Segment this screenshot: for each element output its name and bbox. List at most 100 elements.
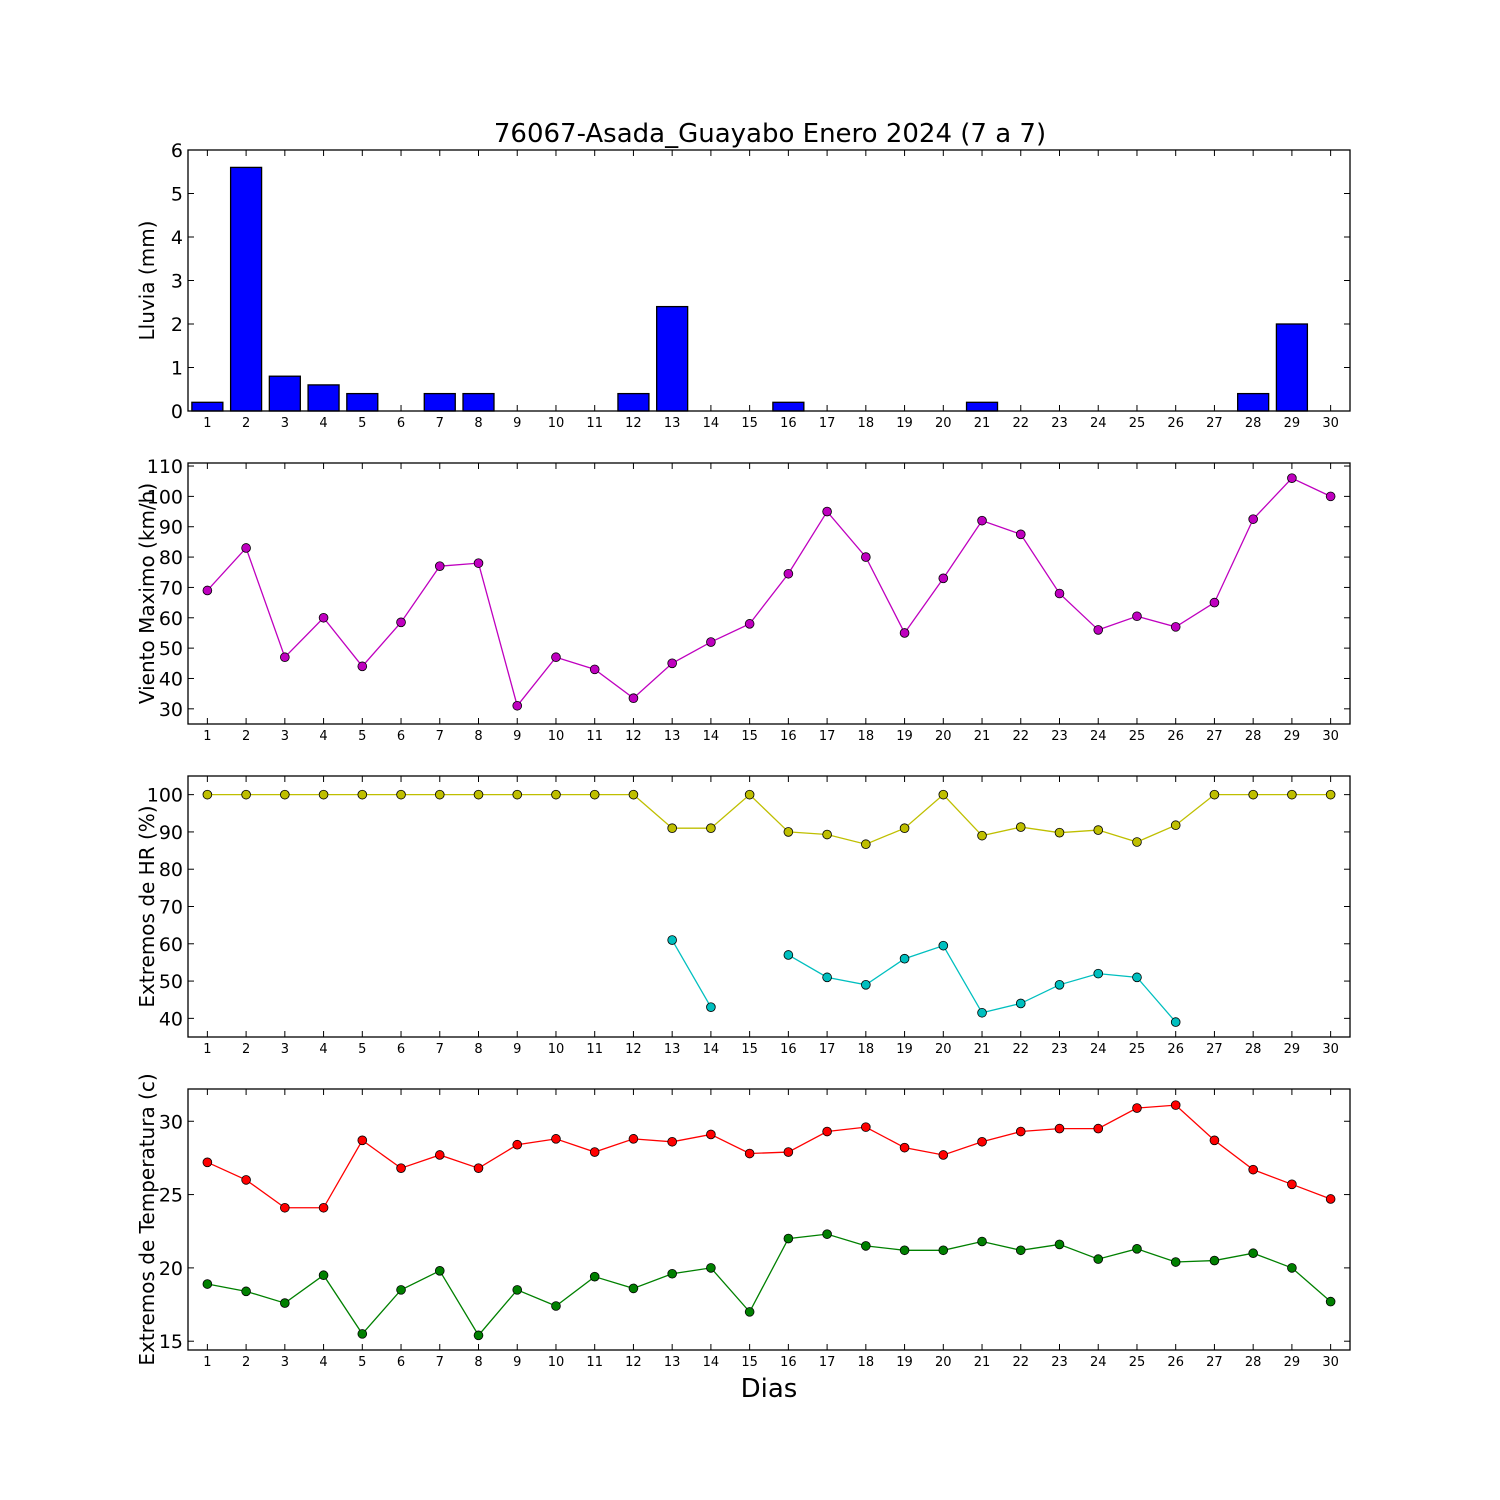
data-point — [628, 1134, 639, 1144]
data-point — [706, 1263, 716, 1273]
data-point — [357, 661, 368, 672]
xtick-label: 17 — [819, 1042, 836, 1057]
data-point — [473, 558, 484, 568]
ytick-label: 90 — [159, 517, 183, 539]
data-point — [822, 1126, 832, 1137]
data-point — [1248, 514, 1258, 524]
xtick-label: 28 — [1245, 1355, 1262, 1370]
ytick-label: 100 — [147, 486, 183, 508]
xtick-label: 21 — [974, 1042, 991, 1057]
data-point — [1287, 473, 1297, 483]
data-point — [1325, 1296, 1336, 1307]
data-point — [473, 1330, 484, 1341]
data-point — [706, 1129, 716, 1140]
xtick-label: 8 — [474, 729, 482, 744]
data-point — [357, 1329, 368, 1339]
ytick-label: 80 — [159, 547, 183, 569]
xtick-label: 5 — [358, 729, 366, 744]
xtick-label: 8 — [474, 1355, 482, 1370]
xtick-label: 20 — [935, 729, 952, 744]
ytick-label: 5 — [171, 184, 183, 206]
xtick-label: 20 — [935, 1355, 952, 1370]
series-temperatura-0 — [202, 1100, 1336, 1213]
xtick-label: 4 — [319, 729, 327, 744]
xtick-label: 4 — [319, 1042, 327, 1057]
bar — [268, 375, 301, 412]
chart-title: 76067-Asada_Guayabo Enero 2024 (7 a 7) — [494, 119, 1046, 149]
xtick-label: 25 — [1129, 1355, 1146, 1370]
data-point — [1054, 979, 1065, 990]
data-point — [861, 979, 871, 990]
bar — [307, 384, 340, 412]
data-point — [1093, 1254, 1104, 1264]
data-point — [977, 1136, 987, 1147]
data-point — [822, 506, 832, 517]
xtick-label: 25 — [1129, 416, 1146, 431]
data-point — [899, 1245, 910, 1256]
xtick-label: 1 — [203, 1355, 211, 1370]
data-point — [899, 823, 910, 833]
data-point — [744, 619, 755, 629]
data-point — [861, 839, 871, 850]
data-point — [512, 700, 523, 711]
xtick-label: 11 — [586, 729, 603, 744]
series-line — [207, 793, 1331, 845]
xtick-label: 7 — [436, 1355, 444, 1370]
xtick-label: 12 — [625, 1042, 642, 1057]
data-point — [1132, 611, 1142, 622]
xtick-label: 4 — [319, 416, 327, 431]
xtick-label: 4 — [319, 1355, 327, 1370]
xtick-label: 28 — [1245, 1042, 1262, 1057]
data-point — [1170, 1257, 1181, 1267]
xtick-label: 6 — [397, 1042, 405, 1057]
ytick-label: 110 — [147, 456, 183, 478]
xtick-label: 6 — [397, 416, 405, 431]
bar — [346, 392, 379, 412]
xtick-label: 19 — [896, 416, 913, 431]
panel-frame — [187, 1088, 1351, 1351]
xtick-label: 5 — [358, 416, 366, 431]
data-point — [744, 1307, 755, 1317]
xtick-label: 2 — [242, 1355, 250, 1370]
data-point — [318, 1270, 329, 1281]
data-point — [1054, 827, 1065, 838]
data-point — [1054, 1123, 1065, 1134]
panel-frame — [187, 462, 1351, 725]
data-point — [667, 935, 677, 945]
data-point — [396, 1285, 406, 1295]
xtick-label: 13 — [664, 1042, 681, 1057]
bar — [656, 305, 689, 412]
xtick-label: 20 — [935, 416, 952, 431]
series-line — [671, 939, 712, 1008]
ytick-label: 30 — [159, 1111, 183, 1133]
xtick-label: 7 — [436, 729, 444, 744]
xtick-label: 18 — [858, 729, 875, 744]
ytick-label: 90 — [159, 822, 183, 844]
xtick-label: 13 — [664, 729, 681, 744]
data-point — [357, 1135, 368, 1146]
xtick-label: 8 — [474, 416, 482, 431]
data-point — [280, 1298, 290, 1308]
data-point — [822, 829, 832, 840]
xtick-label: 27 — [1206, 1042, 1223, 1057]
data-point — [202, 789, 213, 800]
xtick-label: 24 — [1090, 1042, 1107, 1057]
xtick-label: 27 — [1206, 1355, 1223, 1370]
xtick-label: 29 — [1284, 1042, 1301, 1057]
data-point — [1015, 1245, 1026, 1256]
xtick-label: 13 — [664, 1355, 681, 1370]
series-viento-0 — [202, 473, 1336, 711]
data-point — [938, 1245, 949, 1256]
ytick-label: 25 — [159, 1185, 183, 1207]
ytick-label: 50 — [159, 638, 183, 660]
xtick-label: 10 — [548, 729, 565, 744]
data-point — [357, 789, 368, 800]
data-point — [1248, 789, 1258, 800]
ytick-label: 20 — [159, 1258, 183, 1280]
xtick-label: 12 — [625, 729, 642, 744]
data-point — [822, 1229, 832, 1239]
data-point — [938, 940, 949, 951]
xtick-label: 2 — [242, 416, 250, 431]
